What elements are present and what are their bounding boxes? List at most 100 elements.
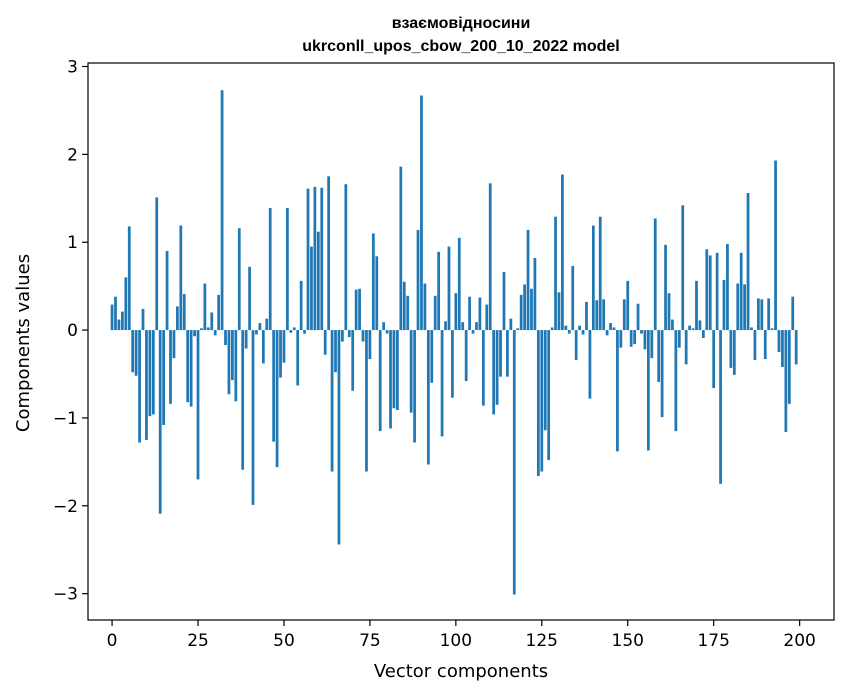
bar-component-84 <box>399 166 403 331</box>
bar-component-133 <box>567 330 571 334</box>
bar-component-170 <box>695 280 698 331</box>
bar-component-137 <box>581 330 585 335</box>
bar-component-94 <box>433 295 437 331</box>
bar-component-174 <box>708 255 712 331</box>
bar-component-110 <box>488 183 492 331</box>
bar-component-178 <box>722 280 726 331</box>
bar-component-148 <box>619 330 623 348</box>
bar-component-176 <box>715 252 719 331</box>
bar-component-101 <box>457 237 461 331</box>
bar-component-50 <box>282 330 286 363</box>
bar-component-121 <box>526 229 530 331</box>
bar-component-105 <box>471 330 475 334</box>
bar-component-4 <box>124 277 128 331</box>
bar-component-142 <box>598 216 602 331</box>
bar-component-22 <box>186 330 190 403</box>
bar-component-98 <box>447 246 451 331</box>
bar-component-91 <box>423 283 427 331</box>
bar-component-36 <box>234 330 238 402</box>
x-tick-label: 125 <box>526 631 558 651</box>
bar-component-145 <box>609 323 612 331</box>
bar-component-3 <box>121 311 124 331</box>
bar-component-31 <box>217 294 221 331</box>
bar-component-131 <box>561 174 564 331</box>
bar-component-55 <box>299 280 303 331</box>
chart-title: взаємовідносини ukrconll_upos_cbow_200_1… <box>302 15 619 55</box>
bar-component-68 <box>344 184 348 331</box>
chart-title-line-2: ukrconll_upos_cbow_200_10_2022 model <box>302 38 619 55</box>
bar-component-37 <box>237 228 241 331</box>
bar-component-182 <box>736 283 740 331</box>
bar-component-14 <box>158 330 162 514</box>
y-tick-label: −2 <box>53 497 78 517</box>
bar-component-119 <box>519 294 523 331</box>
bar-component-56 <box>303 330 306 334</box>
bar-component-47 <box>272 330 276 442</box>
bar-component-67 <box>341 330 344 342</box>
bar-component-128 <box>550 327 554 331</box>
bar-component-181 <box>732 330 736 375</box>
bar-component-88 <box>413 330 416 443</box>
bar-component-54 <box>296 330 300 386</box>
bar-component-114 <box>502 272 506 331</box>
x-axis-label: Vector components <box>374 661 548 682</box>
bar-component-53 <box>292 327 296 331</box>
bar-component-7 <box>134 330 138 376</box>
bar-component-24 <box>193 330 196 337</box>
bar-component-149 <box>622 299 626 331</box>
bar-component-138 <box>585 301 588 331</box>
bar-component-161 <box>664 244 667 331</box>
bar-component-83 <box>396 330 399 411</box>
bar-component-162 <box>667 293 671 331</box>
bar-component-78 <box>378 330 382 432</box>
bar-component-62 <box>323 330 327 355</box>
y-tick-label: −3 <box>53 585 78 605</box>
x-tick-label: 0 <box>107 631 118 651</box>
bar-component-111 <box>492 330 496 415</box>
bar-component-34 <box>227 330 231 395</box>
x-tick-label: 200 <box>783 631 815 651</box>
bar-component-168 <box>688 325 691 331</box>
bar-component-64 <box>330 330 334 472</box>
bar-component-95 <box>437 251 441 331</box>
bar-component-104 <box>468 296 471 331</box>
bar-component-92 <box>426 330 430 465</box>
bar-component-153 <box>636 303 640 331</box>
bar-component-57 <box>306 188 310 331</box>
y-axis-ticks: −3 −2 −1 0 1 2 3 <box>53 58 88 605</box>
bar-component-187 <box>753 330 757 360</box>
x-axis-ticks: 0 25 50 75 100 125 150 175 200 <box>107 620 816 651</box>
bar-component-103 <box>464 330 468 382</box>
bar-component-146 <box>612 327 616 331</box>
bar-component-23 <box>189 330 193 407</box>
bar-component-19 <box>176 306 179 331</box>
bar-component-173 <box>705 249 709 331</box>
bar-component-40 <box>248 266 251 331</box>
bar-component-169 <box>691 328 695 331</box>
bar-component-106 <box>475 322 478 331</box>
bar-component-20 <box>179 225 183 331</box>
bar-component-52 <box>289 330 293 333</box>
plot-area-frame <box>87 62 835 621</box>
bar-component-82 <box>392 330 396 409</box>
bar-component-41 <box>251 330 255 505</box>
bar-component-166 <box>681 205 685 331</box>
bar-component-165 <box>677 330 681 348</box>
bar-component-61 <box>320 187 324 331</box>
chart-title-line-1: взаємовідносини <box>392 15 531 32</box>
bar-component-65 <box>334 330 337 373</box>
bar-component-183 <box>739 252 743 331</box>
bar-component-198 <box>791 296 795 331</box>
bar-component-30 <box>213 330 217 336</box>
bar-component-1 <box>114 296 117 331</box>
bar-component-27 <box>203 283 207 331</box>
bar-component-125 <box>540 330 544 472</box>
bar-component-10 <box>145 330 148 440</box>
bar-component-46 <box>268 207 272 331</box>
bar-component-155 <box>643 330 647 350</box>
bar-component-99 <box>451 330 454 398</box>
bar-component-63 <box>327 176 331 331</box>
bar-component-33 <box>224 330 227 346</box>
bar-component-18 <box>172 330 176 359</box>
